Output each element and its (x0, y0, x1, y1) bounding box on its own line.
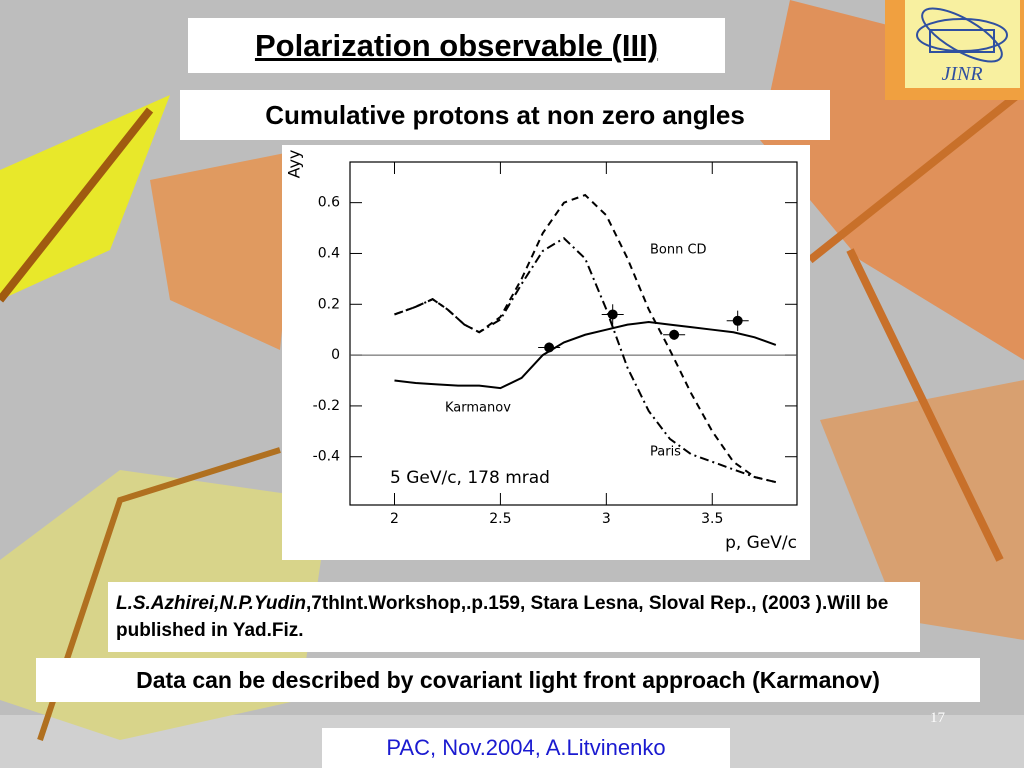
y-tick-label: -0.2 (313, 398, 340, 414)
curve (394, 236, 777, 484)
subtitle: Cumulative protons at non zero angles (180, 90, 830, 140)
title: Polarization observable (III) (188, 18, 725, 73)
y-tick-label: 0.4 (318, 245, 340, 261)
leaf-vein (0, 107, 154, 303)
y-axis-label: Ayy (285, 150, 304, 179)
annotation: 5 GeV/c, 178 mrad (390, 468, 550, 488)
leaf-vein (807, 86, 1024, 562)
x-tick-label: 3.5 (701, 511, 723, 527)
curve-label: Paris (650, 445, 681, 460)
y-tick-label: 0.6 (318, 195, 340, 211)
x-tick-label: 2 (390, 511, 399, 527)
y-tick-label: -0.4 (313, 449, 340, 465)
logo-orbit (921, 7, 1003, 63)
y-tick-label: 0.2 (318, 296, 340, 312)
data-point (669, 329, 680, 340)
logo-building (929, 29, 995, 53)
plot-frame (349, 161, 798, 506)
x-tick-label: 2.5 (489, 511, 511, 527)
curve-label: Karmanov (445, 401, 511, 416)
x-axis-label: p, GeV/c (725, 533, 797, 553)
page-number: 17 (930, 710, 945, 726)
leaf (150, 150, 300, 350)
data-point (544, 342, 555, 353)
data-point (607, 309, 618, 320)
note: Data can be described by covariant light… (36, 658, 980, 702)
data-point (732, 315, 743, 326)
x-tick-label: 3 (602, 511, 611, 527)
reference-text: ,7thInt.Workshop,.p.159, Stara Lesna, Sl… (116, 593, 889, 641)
curve (394, 321, 777, 390)
footer: PAC, Nov.2004, A.Litvinenko (322, 728, 730, 768)
logo-text: JINR (941, 63, 982, 85)
reference-authors: L.S.Azhirei,N.P.Yudin (116, 593, 307, 614)
reference: L.S.Azhirei,N.P.Yudin,7thInt.Workshop,.p… (108, 582, 920, 652)
y-tick-label: 0 (331, 347, 340, 363)
curve-label: Bonn CD (650, 243, 707, 258)
leaf (820, 380, 1024, 640)
